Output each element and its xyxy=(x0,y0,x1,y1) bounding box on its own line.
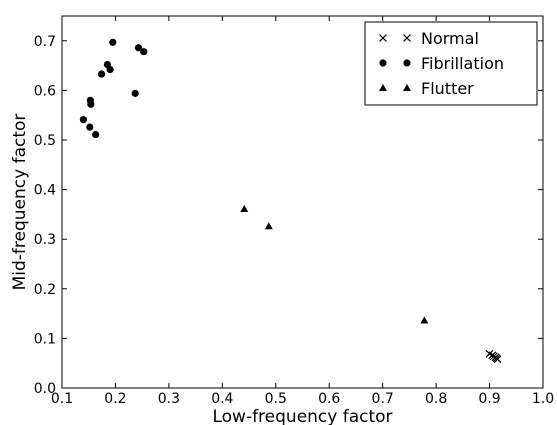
y-tick-label: 0.1 xyxy=(34,331,56,347)
y-axis-label: Mid-frequency factor xyxy=(10,114,30,291)
legend-label-flutter: Flutter xyxy=(421,79,474,98)
y-tick-label: 0.2 xyxy=(34,282,56,298)
flutter-point xyxy=(240,204,249,212)
x-tick-label: 0.5 xyxy=(265,391,287,407)
fibrillation-point xyxy=(87,100,95,108)
legend-box xyxy=(364,21,538,106)
fibrillation-point xyxy=(79,116,87,124)
y-tick-label: 0.7 xyxy=(34,34,56,50)
x-tick-label: 0.1 xyxy=(51,391,73,407)
fibrillation-point xyxy=(86,123,94,131)
x-axis-label: Low-frequency factor xyxy=(212,407,392,425)
x-tick-label: 0.9 xyxy=(478,391,500,407)
fibrillation-point xyxy=(109,38,117,46)
legend-marker-normal xyxy=(403,34,411,42)
fibrillation-point xyxy=(92,130,100,139)
y-tick-label: 0.4 xyxy=(34,183,56,199)
flutter-point xyxy=(420,316,429,324)
data-marks xyxy=(79,38,502,364)
y-tick-label: 0.0 xyxy=(34,381,56,397)
x-tick-label: 0.6 xyxy=(318,391,340,407)
x-tick-label: 1.0 xyxy=(532,391,554,407)
legend-label-fibrillation: Fibrillation xyxy=(421,54,504,73)
x-tick-label: 0.4 xyxy=(211,391,233,407)
flutter-point xyxy=(264,222,273,230)
legend-marker-flutter xyxy=(379,84,387,91)
legend: Normal Fibrillation Flutter xyxy=(364,21,538,106)
legend-marker-flutter xyxy=(403,84,411,91)
y-tick-label: 0.3 xyxy=(34,232,56,248)
x-tick-label: 0.3 xyxy=(158,391,180,407)
legend-marker-normal xyxy=(379,34,387,42)
x-tick-label: 0.7 xyxy=(372,391,394,407)
legend-marker-fibrillation xyxy=(403,59,411,67)
axes: 0.1 0.2 0.3 0.4 0.5 0.6 0.7 0.8 0.9 1.00.00.10.20… xyxy=(34,16,554,407)
legend-marker-fibrillation xyxy=(379,59,387,67)
fibrillation-point xyxy=(97,70,106,78)
y-tick-label: 0.6 xyxy=(34,83,56,99)
fibrillation-point xyxy=(131,89,139,97)
fibrillation-point xyxy=(140,48,148,56)
legend-label-normal: Normal xyxy=(421,29,479,48)
normal-point xyxy=(493,355,502,364)
fibrillation-point xyxy=(106,65,114,74)
plot-frame xyxy=(61,15,544,389)
x-tick-label: 0.8 xyxy=(425,391,447,407)
fibrillation-point xyxy=(134,44,143,52)
y-tick-label: 0.5 xyxy=(34,133,56,149)
x-tick-label: 0.2 xyxy=(104,391,126,407)
